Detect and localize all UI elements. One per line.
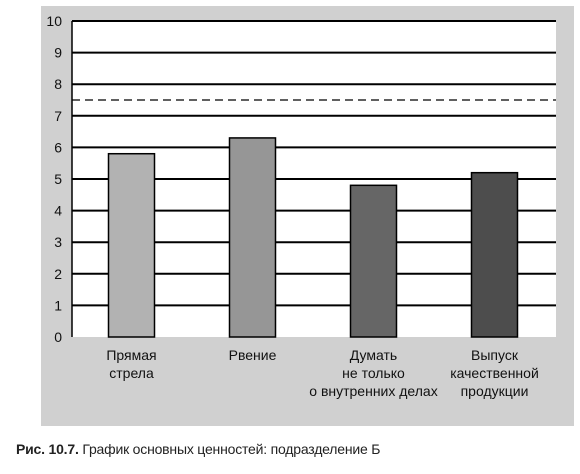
bar-2: [228, 137, 277, 338]
bar-chart: 0 1 2 3 4 5 6 7 8 9 10 Прямая стрела Рвение Думать не …: [46, 13, 556, 399]
y-tick-7: 7: [54, 108, 62, 124]
y-tick-0: 0: [54, 329, 62, 345]
category-label-4-1: Выпуск: [471, 347, 519, 363]
y-tick-6: 6: [54, 139, 62, 155]
y-tick-8: 8: [54, 76, 62, 92]
category-label-1-2: стрела: [109, 365, 154, 381]
bar-4: [470, 171, 519, 338]
y-tick-5: 5: [54, 171, 62, 187]
y-tick-10: 10: [46, 13, 62, 29]
figure-caption: Рис. 10.7. График основных ценностей: по…: [16, 441, 380, 457]
category-label-4-3: продукции: [461, 383, 529, 399]
y-tick-3: 3: [54, 234, 62, 250]
y-tick-2: 2: [54, 266, 62, 282]
y-tick-1: 1: [54, 297, 62, 313]
y-tick-9: 9: [54, 45, 62, 61]
caption-label: Рис. 10.7.: [16, 441, 79, 457]
category-label-3-2: не только: [342, 365, 405, 381]
y-tick-4: 4: [54, 203, 62, 219]
category-label-4-2: качественной: [450, 365, 539, 381]
category-label-3-1: Думать: [350, 347, 397, 363]
category-label-1-1: Прямая: [106, 347, 156, 363]
category-label-3-3: о внутренних делах: [309, 383, 437, 399]
bar-3: [349, 184, 398, 338]
bar-1: [107, 152, 156, 338]
caption-text: График основных ценностей: подразделение…: [82, 441, 381, 457]
category-label-2-1: Рвение: [229, 347, 277, 363]
